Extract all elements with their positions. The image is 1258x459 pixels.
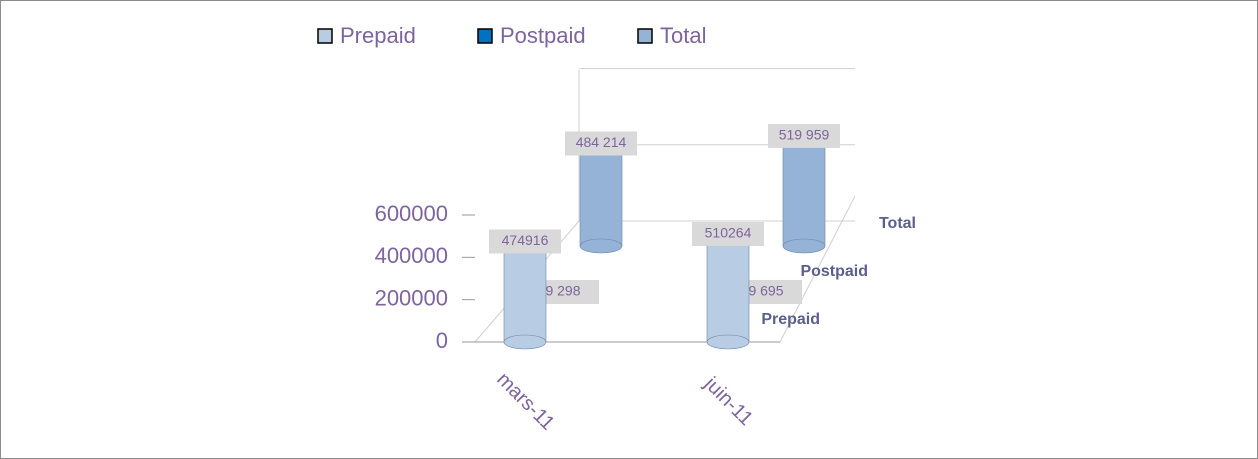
legend-swatch <box>317 28 333 44</box>
y-tick-label: 200000 <box>375 285 448 310</box>
value-label: 519 959 <box>768 123 840 148</box>
value-label-box <box>692 221 764 246</box>
value-label-text: 474916 <box>502 232 549 248</box>
legend-swatch <box>637 28 653 44</box>
bar-base <box>782 238 826 254</box>
value-label: 484 214 <box>565 131 637 156</box>
y-tick-label: 0 <box>436 328 448 353</box>
value-label-box <box>565 131 637 156</box>
value-label-text: 484 214 <box>576 134 627 150</box>
depth-label: Prepaid <box>761 311 820 328</box>
value-label-text: 519 959 <box>779 127 830 143</box>
value-label-text: 9 298 <box>545 283 580 299</box>
value-label-box <box>768 123 840 148</box>
value-label: 510264 <box>692 221 764 246</box>
cylinder <box>706 226 750 350</box>
value-label: 474916 <box>489 229 561 254</box>
floor-edge <box>779 195 856 343</box>
legend-label: Total <box>660 23 706 48</box>
bar-base <box>503 334 547 350</box>
legend-label: Prepaid <box>340 23 416 48</box>
bar <box>579 143 623 247</box>
bar <box>782 135 826 247</box>
depth-label: Postpaid <box>800 263 868 280</box>
legend-swatch <box>477 28 493 44</box>
value-label-text: 9 695 <box>748 283 783 299</box>
y-tick-label: 400000 <box>375 243 448 268</box>
bar-base <box>706 334 750 350</box>
bar-base <box>579 238 623 254</box>
value-label-box <box>489 229 561 254</box>
bar <box>706 233 750 343</box>
y-tick-label: 600000 <box>375 201 448 226</box>
value-label-text: 510264 <box>705 225 752 241</box>
depth-label: Total <box>879 215 916 232</box>
legend-label: Postpaid <box>500 23 586 48</box>
bar <box>503 241 547 343</box>
